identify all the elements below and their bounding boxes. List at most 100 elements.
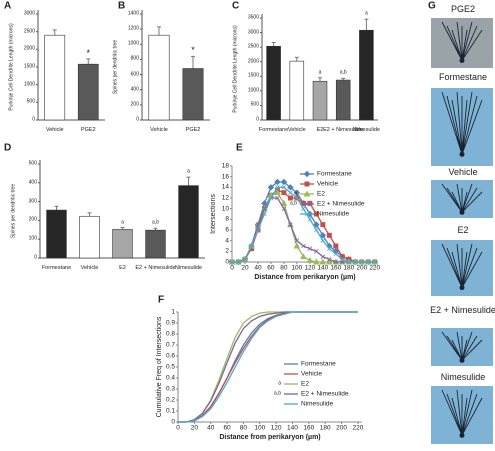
x-tick-label: 80 — [280, 264, 288, 272]
point — [268, 195, 274, 201]
bar — [44, 34, 66, 121]
x-tick-label: 160 — [303, 424, 315, 432]
x-tick-label: Nimesulide — [352, 126, 380, 133]
legend-marker — [304, 211, 310, 217]
point — [267, 184, 275, 191]
y-tick-label: 200 — [28, 216, 37, 223]
y-tick-label: 500 — [26, 98, 35, 105]
y-tick-label: 2000 — [23, 45, 35, 52]
point — [320, 254, 326, 259]
soma — [459, 357, 465, 363]
soma — [459, 58, 465, 63]
y-tick-label: 14 — [221, 183, 229, 191]
panel-label: F — [158, 294, 165, 306]
dendrite — [441, 91, 483, 155]
x-tick-label: 100 — [254, 424, 266, 432]
y-tick-label: 0 — [225, 258, 229, 266]
bar — [46, 209, 67, 259]
bar — [178, 185, 199, 259]
y-tick-label: 16 — [221, 173, 229, 181]
legend-label: Nimesulide — [301, 400, 334, 408]
x-tick-label: 200 — [356, 264, 368, 272]
x-tick-label: PGE2 — [80, 126, 96, 133]
dendrite — [441, 183, 483, 213]
panel-label: E — [236, 142, 243, 154]
point — [288, 222, 293, 227]
point — [301, 243, 306, 249]
point — [301, 206, 306, 211]
x-tick-label: E2 — [316, 126, 324, 133]
x-axis-label: Distance from perikaryon (µm) — [254, 274, 356, 282]
image-caption: Vehicle — [448, 167, 478, 178]
point — [333, 251, 339, 257]
point — [229, 259, 235, 265]
point — [294, 195, 300, 201]
y-tick-label: 200 — [130, 101, 139, 108]
legend-label: Formestane — [317, 170, 352, 178]
y-tick-label: 1 — [171, 308, 175, 316]
bar-label: a — [121, 218, 124, 225]
point — [281, 206, 287, 211]
y-tick-label: 1200 — [127, 25, 139, 32]
point — [314, 227, 319, 233]
point — [313, 211, 319, 217]
x-tick-label: PGE2 — [185, 126, 201, 133]
legend-label: E2 + Nimesulide — [317, 200, 365, 208]
series-line — [178, 311, 358, 423]
bar — [77, 63, 99, 121]
bar — [112, 229, 133, 259]
point — [293, 189, 301, 196]
soma — [459, 432, 465, 438]
bar — [335, 79, 351, 121]
y-tick-label: 1000 — [127, 40, 139, 47]
soma — [459, 151, 465, 157]
point — [333, 259, 339, 265]
y-tick-label: 0.1 — [165, 407, 175, 415]
point — [353, 259, 358, 265]
x-tick-label: 140 — [287, 424, 298, 432]
point — [275, 195, 280, 201]
x-tick-label: 20 — [241, 264, 249, 272]
point — [319, 258, 327, 265]
x-tick-label: 160 — [330, 264, 342, 272]
point — [359, 259, 365, 265]
x-tick-label: 220 — [369, 264, 381, 272]
x-tick-label: 200 — [336, 424, 347, 432]
bar — [266, 45, 281, 121]
bar-label: * — [191, 45, 195, 56]
legend-label: Nimesulide — [317, 210, 350, 218]
bar — [145, 229, 166, 259]
y-tick-label: 0.5 — [165, 363, 175, 371]
soma — [459, 209, 465, 215]
point — [280, 178, 288, 186]
point — [300, 200, 306, 206]
x-tick-label: 80 — [239, 424, 248, 432]
panel-label: C — [232, 0, 240, 12]
panel-label: D — [4, 142, 12, 154]
point — [262, 211, 267, 217]
panel-label: A — [4, 0, 12, 12]
x-tick-label: 0 — [230, 264, 234, 272]
x-tick-label: Vehicle — [287, 126, 306, 133]
x-tick-label: 140 — [317, 264, 329, 272]
point — [327, 257, 332, 262]
x-tick-label: 120 — [270, 424, 282, 432]
y-axis-label: Purkinje Cell Dendrite Length (microns) — [232, 25, 239, 113]
point — [327, 246, 332, 251]
legend-note: a — [294, 190, 297, 197]
y-axis-label: Cumulative Freq of Intersections — [156, 316, 164, 418]
y-tick-label: 2500 — [23, 27, 35, 34]
x-tick-label: 60 — [267, 264, 275, 272]
x-tick-label: 0 — [176, 424, 180, 432]
dendrite — [441, 389, 483, 436]
legend-label: E2 — [317, 190, 325, 198]
legend-note: a — [278, 380, 281, 387]
legend-marker — [304, 181, 310, 187]
legend-label: Vehicle — [317, 180, 338, 188]
y-tick-label: 10 — [221, 205, 229, 213]
x-tick-label: Formestane — [258, 126, 289, 133]
y-tick-label: 0.9 — [165, 319, 175, 327]
x-tick-label: 60 — [223, 424, 231, 432]
